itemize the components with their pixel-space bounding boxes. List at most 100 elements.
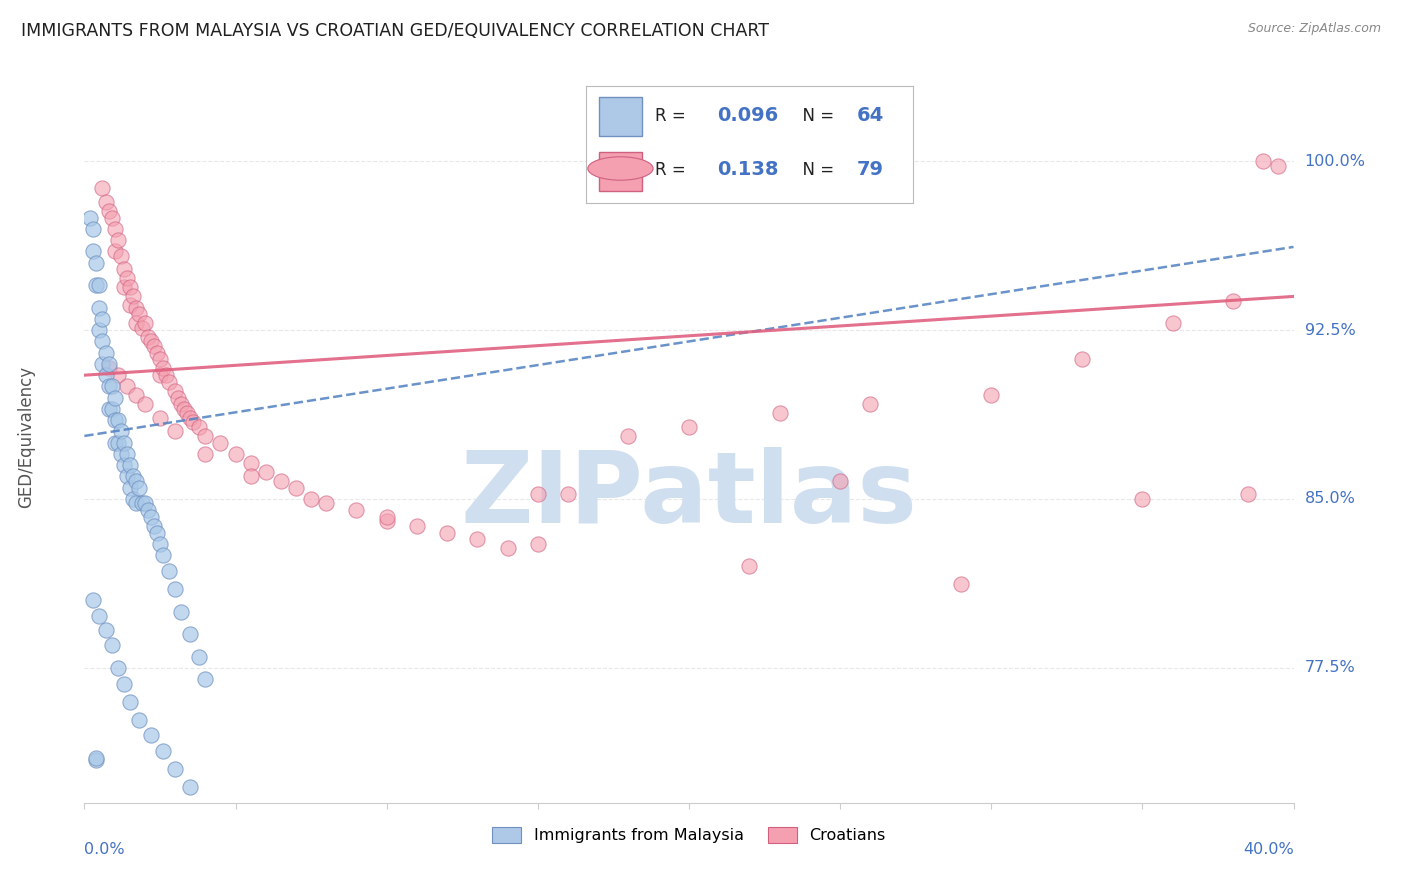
Point [146, 525, 169, 540]
Point [97, 203, 120, 218]
Point [91, 312, 114, 326]
Point [134, 397, 156, 411]
Text: 100.0%: 100.0% [1305, 154, 1365, 169]
Point [136, 503, 159, 517]
Point [89, 301, 111, 315]
Point [1237, 487, 1260, 501]
Point [375, 510, 398, 524]
Point [104, 222, 127, 236]
Point [152, 548, 174, 562]
Point [97, 401, 120, 416]
Point [406, 519, 429, 533]
Point [165, 425, 187, 439]
Point [165, 582, 187, 596]
Point [82, 222, 104, 236]
Point [79, 211, 101, 225]
Point [121, 491, 143, 506]
Point [91, 334, 114, 349]
Point [188, 420, 211, 434]
Point [299, 491, 322, 506]
Point [86, 751, 108, 765]
Point [112, 435, 135, 450]
Point [1130, 491, 1153, 506]
Point [1161, 317, 1184, 331]
Text: 40.0%: 40.0% [1243, 842, 1294, 856]
Point [527, 487, 550, 501]
Point [128, 713, 150, 727]
Point [97, 357, 120, 371]
Point [270, 474, 292, 488]
Point [152, 744, 174, 758]
Point [1253, 154, 1275, 169]
Point [254, 465, 277, 479]
Point [97, 379, 120, 393]
Point [110, 249, 132, 263]
Point [107, 435, 129, 450]
Point [155, 368, 177, 383]
Point [115, 447, 138, 461]
Point [94, 194, 117, 209]
Point [89, 323, 111, 337]
Point [239, 456, 262, 470]
Point [830, 474, 852, 488]
Point [179, 780, 201, 794]
Point [86, 278, 108, 293]
Point [239, 469, 262, 483]
Point [100, 638, 122, 652]
Point [94, 623, 117, 637]
Point [179, 411, 201, 425]
Point [209, 435, 232, 450]
Point [496, 541, 519, 556]
Point [94, 368, 117, 383]
Point [104, 244, 127, 259]
Point [121, 289, 143, 303]
Point [859, 397, 882, 411]
Point [146, 345, 169, 359]
Point [179, 627, 201, 641]
Text: 0.0%: 0.0% [84, 842, 125, 856]
Point [104, 413, 127, 427]
Point [121, 469, 143, 483]
Point [94, 345, 117, 359]
Text: IMMIGRANTS FROM MALAYSIA VS CROATIAN GED/EQUIVALENCY CORRELATION CHART: IMMIGRANTS FROM MALAYSIA VS CROATIAN GED… [21, 22, 769, 40]
Point [149, 537, 172, 551]
Point [769, 407, 792, 421]
Point [167, 391, 190, 405]
Point [112, 262, 135, 277]
Point [82, 244, 104, 259]
Point [467, 533, 489, 547]
Point [134, 317, 156, 331]
Point [91, 357, 114, 371]
Point [136, 330, 159, 344]
Point [115, 379, 138, 393]
Point [149, 352, 172, 367]
Point [100, 401, 122, 416]
Point [112, 676, 135, 690]
Point [110, 425, 132, 439]
Text: ZIPatlas: ZIPatlas [461, 447, 917, 544]
Point [89, 609, 111, 624]
Point [125, 317, 148, 331]
Point [157, 564, 180, 578]
Point [128, 481, 150, 495]
Point [149, 368, 172, 383]
Point [118, 280, 141, 294]
Point [115, 271, 138, 285]
Point [100, 211, 122, 225]
Point [131, 321, 153, 335]
Point [149, 411, 172, 425]
Text: 85.0%: 85.0% [1305, 491, 1355, 507]
Point [157, 375, 180, 389]
Point [118, 298, 141, 312]
Point [107, 233, 129, 247]
Point [194, 429, 217, 443]
Point [170, 605, 193, 619]
Point [110, 447, 132, 461]
Point [436, 525, 458, 540]
Point [89, 278, 111, 293]
Point [131, 496, 153, 510]
Point [107, 661, 129, 675]
Point [617, 429, 640, 443]
Point [100, 379, 122, 393]
Point [91, 181, 114, 195]
